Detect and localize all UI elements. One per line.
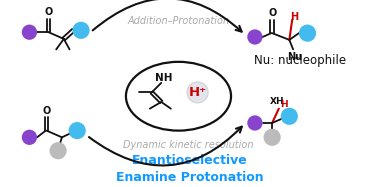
Text: H⁺: H⁺ — [189, 86, 207, 99]
Text: O: O — [268, 8, 276, 18]
Text: Nu: Nu — [288, 52, 303, 62]
Circle shape — [73, 22, 90, 39]
Text: NH: NH — [155, 73, 173, 83]
Circle shape — [68, 122, 86, 139]
Circle shape — [299, 24, 316, 42]
Circle shape — [263, 129, 281, 146]
Text: Nu: nucleophile: Nu: nucleophile — [254, 54, 346, 67]
Text: Enantioselective
Enamine Protonation: Enantioselective Enamine Protonation — [116, 154, 264, 184]
Circle shape — [50, 142, 67, 159]
Text: O: O — [42, 105, 51, 116]
Circle shape — [22, 24, 37, 40]
Text: H: H — [280, 100, 287, 109]
Circle shape — [187, 82, 208, 103]
Text: H: H — [290, 12, 298, 22]
Circle shape — [247, 115, 263, 131]
Circle shape — [247, 29, 263, 45]
Text: Dynamic kinetic resolution: Dynamic kinetic resolution — [123, 140, 253, 150]
Text: O: O — [44, 7, 53, 17]
Circle shape — [281, 108, 298, 125]
Text: XH: XH — [270, 97, 284, 106]
Text: Addition–Protonation: Addition–Protonation — [127, 16, 229, 26]
Circle shape — [22, 130, 37, 145]
